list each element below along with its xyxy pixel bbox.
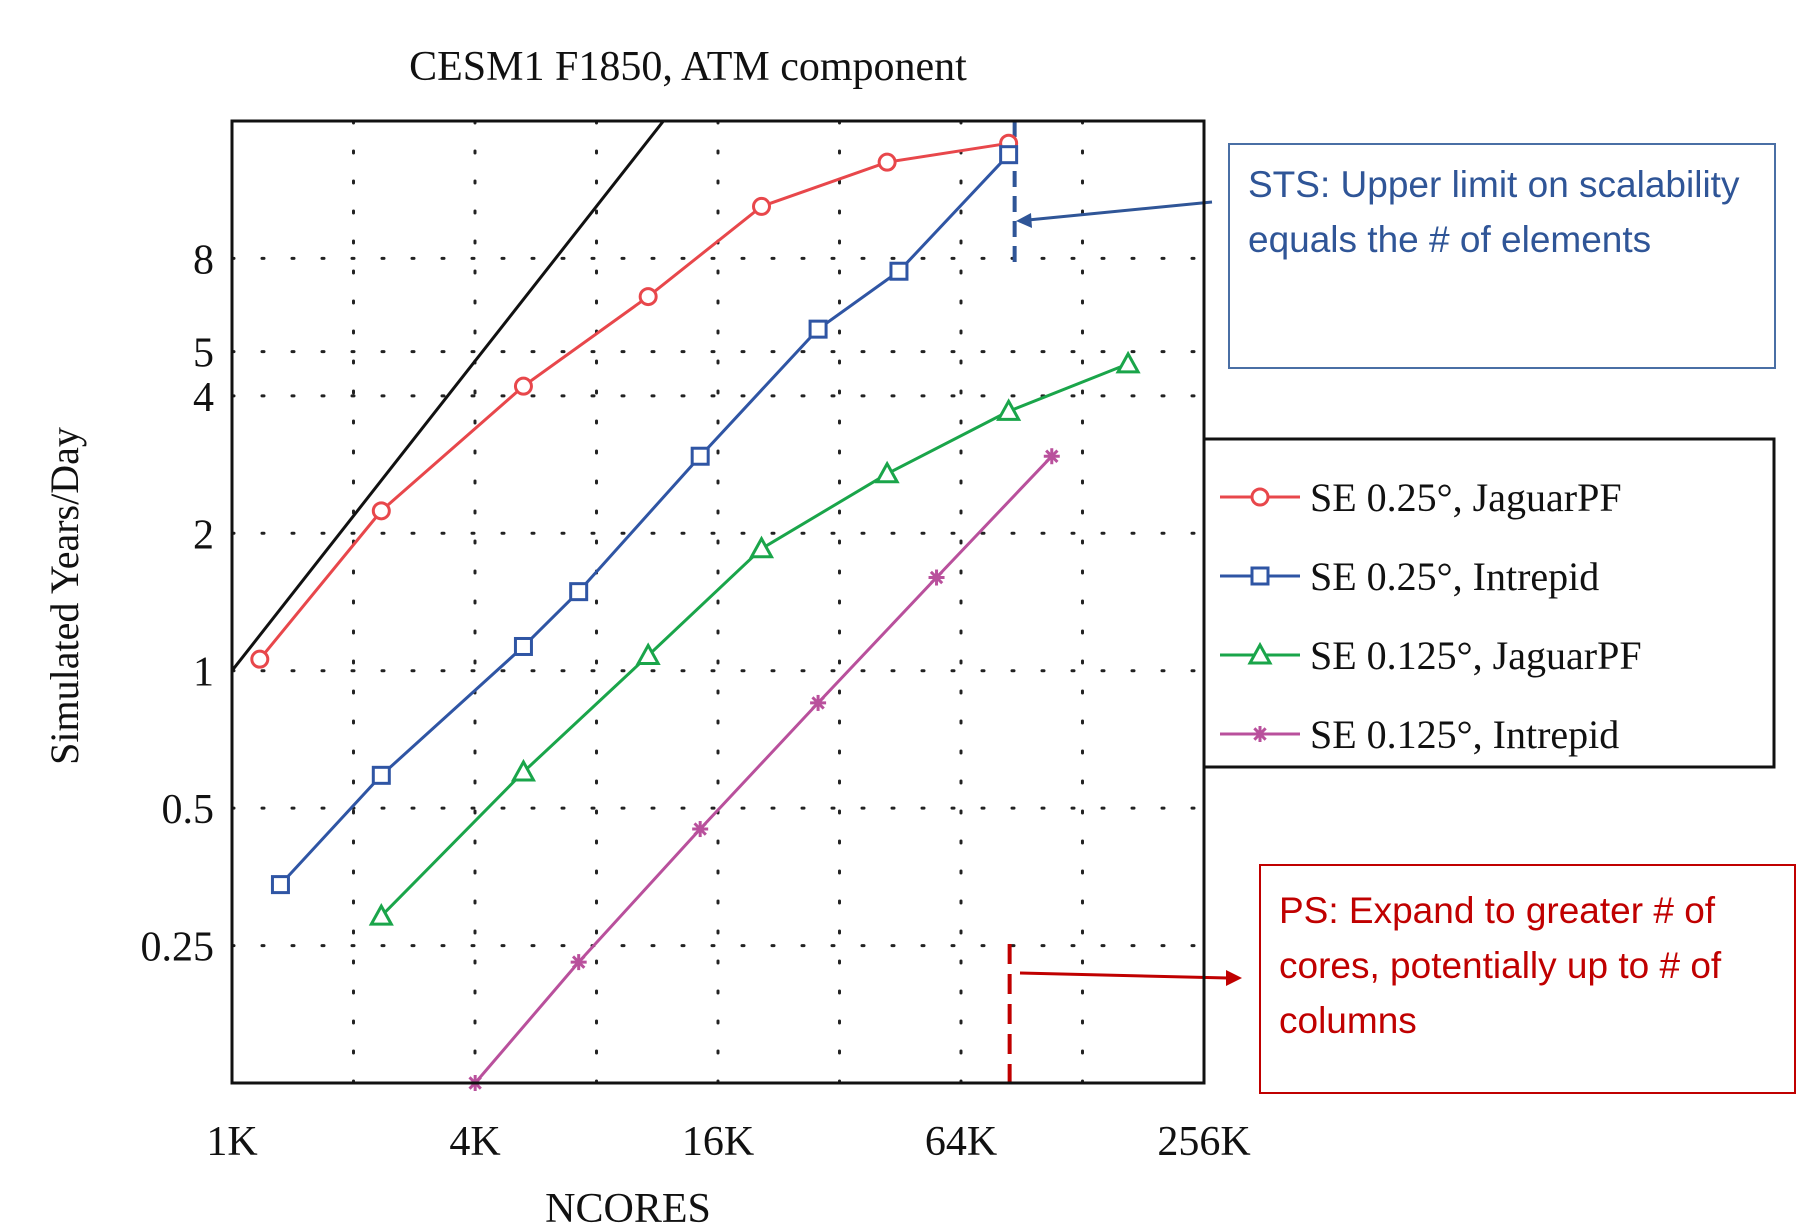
annotation-markers	[1007, 121, 1242, 1083]
data-point-star	[1252, 726, 1268, 742]
data-point-square	[569, 582, 589, 602]
series-line	[380, 362, 1129, 918]
sts-arrowhead	[1016, 213, 1032, 228]
star-stroke	[929, 570, 944, 585]
data-point-circle	[250, 649, 270, 669]
grid	[230, 119, 1206, 1085]
series-group	[250, 133, 1141, 1091]
data-point-circle	[1250, 487, 1270, 507]
series-2	[270, 145, 1019, 895]
legend-label: SE 0.25°, Intrepid	[1310, 554, 1599, 599]
data-point-square	[513, 636, 533, 656]
data-point-square	[270, 875, 290, 895]
series-line	[474, 455, 1053, 1084]
data-point-triangle	[874, 460, 900, 484]
y-tick-label: 0.25	[141, 925, 215, 971]
x-axis-label: NCORES	[545, 1186, 711, 1225]
star-stroke	[571, 955, 586, 969]
data-point-triangle	[510, 758, 536, 782]
star-stroke	[811, 696, 825, 710]
ps-arrow-line	[1019, 971, 1229, 980]
sts-annotation-box: STS: Upper limit on scalability equals t…	[1228, 143, 1776, 369]
data-point-circle	[371, 501, 391, 521]
ps-annotation-text: PS: Expand to greater # of cores, potent…	[1279, 890, 1722, 1041]
x-tick-label: 16K	[682, 1119, 754, 1165]
ps-annotation-box: PS: Expand to greater # of cores, potent…	[1259, 864, 1796, 1094]
ideal-line	[230, 120, 665, 672]
data-point-triangle	[996, 398, 1022, 421]
legend-label: SE 0.125°, JaguarPF	[1310, 633, 1642, 678]
y-tick-label: 0.5	[162, 787, 215, 833]
data-point-triangle	[1115, 350, 1141, 374]
x-tick-label: 64K	[925, 1119, 997, 1165]
legend-label: SE 0.125°, Intrepid	[1310, 712, 1619, 757]
y-tick-label: 2	[193, 512, 214, 558]
data-point-triangle	[748, 535, 775, 559]
data-point-star	[692, 821, 709, 838]
data-point-circle	[513, 376, 533, 396]
data-point-star	[1043, 448, 1060, 465]
data-point-triangle	[635, 642, 661, 665]
data-point-star	[810, 694, 827, 711]
legend: SE 0.25°, JaguarPF SE 0.25°, Intrepid SE 0…	[1202, 437, 1776, 769]
data-point-square	[690, 446, 710, 466]
data-point-square	[371, 765, 391, 785]
chart-title: CESM1 F1850, ATM component	[409, 44, 967, 90]
data-point-triangle	[1247, 641, 1273, 665]
data-point-circle	[638, 287, 658, 307]
y-tick-label: 4	[193, 375, 214, 421]
data-point-star	[570, 954, 587, 971]
data-point-triangle	[368, 903, 394, 926]
legend-label: SE 0.25°, JaguarPF	[1310, 475, 1622, 520]
y-tick-label: 1	[193, 650, 214, 696]
star-stroke	[1045, 449, 1059, 463]
data-point-circle	[877, 152, 897, 172]
data-point-square	[889, 261, 909, 281]
data-point-circle	[752, 196, 772, 216]
star-stroke	[1253, 727, 1267, 741]
x-tick-label: 4K	[449, 1119, 500, 1165]
data-point-square	[808, 319, 828, 339]
y-tick-label: 8	[193, 237, 214, 283]
data-point-square	[999, 145, 1019, 165]
y-tick-label: 5	[193, 331, 214, 377]
tick-labels: 1K 4K 16K 64K 256K 0.25 0.5 1 2 45 8	[141, 237, 1251, 1165]
sts-annotation-text: STS: Upper limit on scalability equals t…	[1248, 164, 1740, 260]
ideal-scaling-line	[230, 120, 665, 672]
legend-box	[1202, 437, 1776, 769]
series-line	[279, 153, 1010, 886]
series-line	[258, 141, 1009, 661]
x-tick-label: 256K	[1157, 1119, 1250, 1165]
series-1	[250, 133, 1019, 669]
data-point-star	[928, 569, 945, 586]
sts-arrow-line	[1027, 200, 1213, 222]
series-3	[368, 350, 1141, 926]
data-point-square	[1250, 566, 1270, 586]
y-axis-label: Simulated Years/Day	[42, 427, 87, 765]
ps-arrowhead	[1226, 970, 1242, 986]
x-tick-label: 1K	[206, 1119, 257, 1165]
star-stroke	[693, 822, 707, 836]
